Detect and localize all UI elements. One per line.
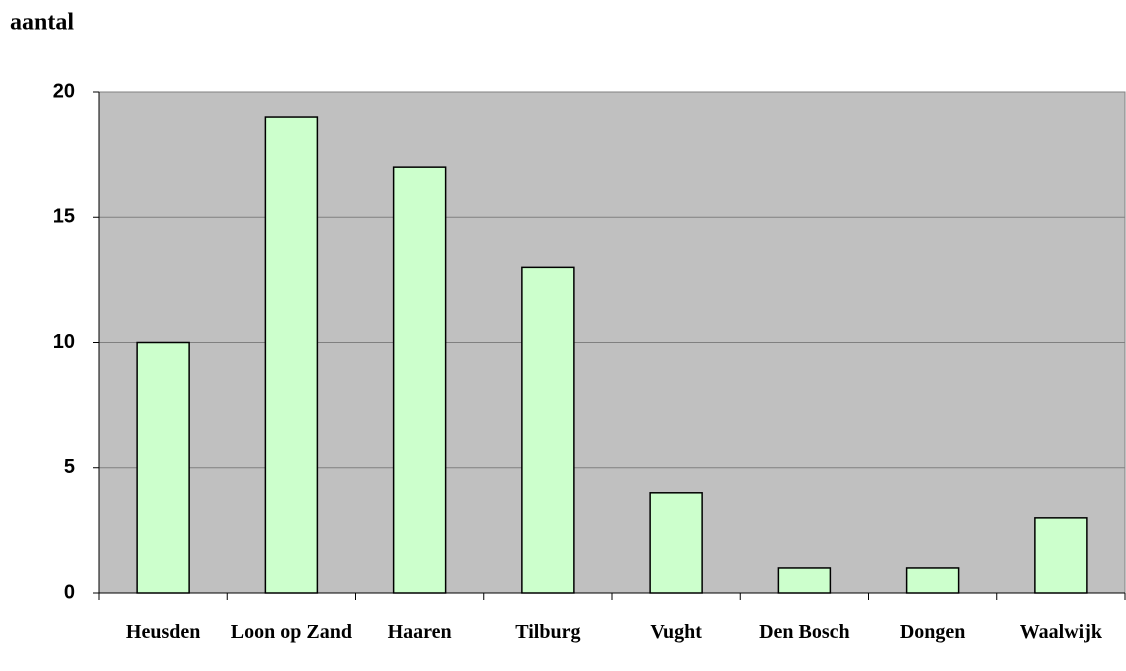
bar bbox=[649, 492, 703, 594]
bar bbox=[905, 567, 960, 594]
y-tick-label: 0 bbox=[64, 581, 75, 603]
bar bbox=[136, 341, 190, 594]
chart-title: aantal bbox=[10, 10, 74, 36]
x-tick-label: Den Bosch bbox=[759, 621, 850, 643]
x-tick-label: Tilburg bbox=[515, 621, 581, 643]
y-tick-label: 20 bbox=[53, 80, 75, 102]
x-tick-label: Haaren bbox=[387, 621, 452, 643]
bar bbox=[777, 567, 832, 594]
x-tick-label: Vught bbox=[650, 621, 702, 643]
bar bbox=[1034, 517, 1088, 594]
bar bbox=[264, 116, 319, 594]
x-tick-label: Heusden bbox=[125, 621, 201, 643]
y-tick-label: 15 bbox=[53, 206, 75, 228]
x-tick-label: Loon op Zand bbox=[230, 621, 352, 643]
x-tick-label: Dongen bbox=[899, 621, 966, 643]
x-tick-label: Waalwijk bbox=[1019, 621, 1102, 643]
y-tick-label: 10 bbox=[53, 331, 75, 353]
y-tick-label: 5 bbox=[64, 456, 75, 478]
bar bbox=[392, 166, 447, 594]
bar bbox=[521, 266, 575, 594]
